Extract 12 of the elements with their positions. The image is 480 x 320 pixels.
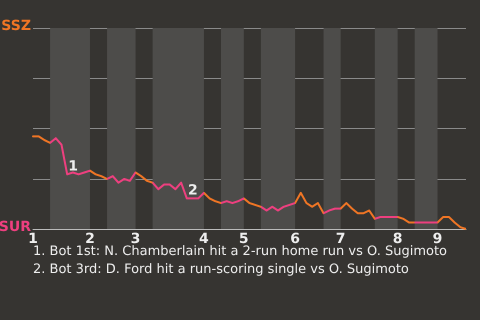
annotation: 2 xyxy=(188,182,198,198)
text: 1. Bot 1st: N. Chamberlain hit a 2-run home run vs O. Sugimoto xyxy=(33,244,448,259)
x-tick-label: 4 xyxy=(199,231,210,247)
x-tick-label: 8 xyxy=(392,231,403,247)
x-tick-label: 6 xyxy=(290,231,300,247)
x-tick-label: 9 xyxy=(432,231,442,247)
text: SSZ xyxy=(1,18,32,34)
annotation: 1 xyxy=(68,158,78,174)
text: 2. Bot 3rd: D. Ford hit a run-scoring single vs O. Sugimoto xyxy=(33,262,409,277)
x-tick-label: 2 xyxy=(85,231,95,247)
x-tick-label: 1 xyxy=(28,231,38,247)
x-tick-label: 7 xyxy=(336,231,346,247)
